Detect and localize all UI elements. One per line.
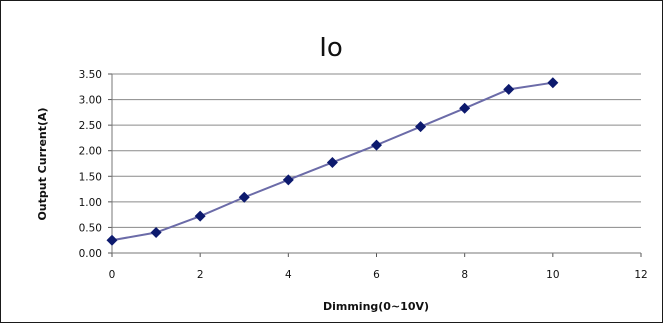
data-point xyxy=(371,139,382,151)
y-tick-label: 1.00 xyxy=(79,197,102,209)
data-point xyxy=(326,156,338,168)
data-point xyxy=(106,234,118,246)
data-point xyxy=(503,83,515,95)
line-chart: Io 0.00 0.50 1.00 1.50 2.00 2.50 3.00 3.50 0 2 4 6 8… xyxy=(36,33,648,313)
x-tick-label: 6 xyxy=(373,269,380,281)
x-tick-label: 4 xyxy=(285,269,292,281)
tick-labels: 0.00 0.50 1.00 1.50 2.00 2.50 3.00 3.50 0 2 4 6 8 10 1… xyxy=(79,69,648,281)
data-point xyxy=(194,210,206,222)
x-tick-label: 12 xyxy=(634,269,647,281)
data-point xyxy=(238,191,250,203)
x-axis-label: Dimming(0~10V) xyxy=(323,300,429,313)
y-tick-label: 2.50 xyxy=(79,120,102,132)
y-axis-label: Output Current(A) xyxy=(36,107,49,220)
x-tick-label: 10 xyxy=(546,269,559,281)
y-tick-label: 1.50 xyxy=(79,171,102,183)
gridlines xyxy=(112,73,641,228)
x-tick-label: 2 xyxy=(197,269,204,281)
x-tick-label: 8 xyxy=(461,269,468,281)
data-series xyxy=(106,77,559,246)
data-point xyxy=(282,174,294,186)
data-point xyxy=(415,121,427,133)
y-tick-label: 3.00 xyxy=(79,95,102,107)
data-point xyxy=(459,102,471,114)
y-tick-label: 2.00 xyxy=(79,146,102,158)
data-point xyxy=(150,227,162,239)
chart-title: Io xyxy=(319,33,343,63)
y-tick-label: 3.50 xyxy=(79,69,102,81)
axes xyxy=(108,73,642,257)
data-point xyxy=(547,77,559,89)
x-tick-label: 0 xyxy=(109,269,116,281)
y-tick-label: 0.00 xyxy=(79,248,102,260)
y-tick-label: 0.50 xyxy=(79,222,102,234)
